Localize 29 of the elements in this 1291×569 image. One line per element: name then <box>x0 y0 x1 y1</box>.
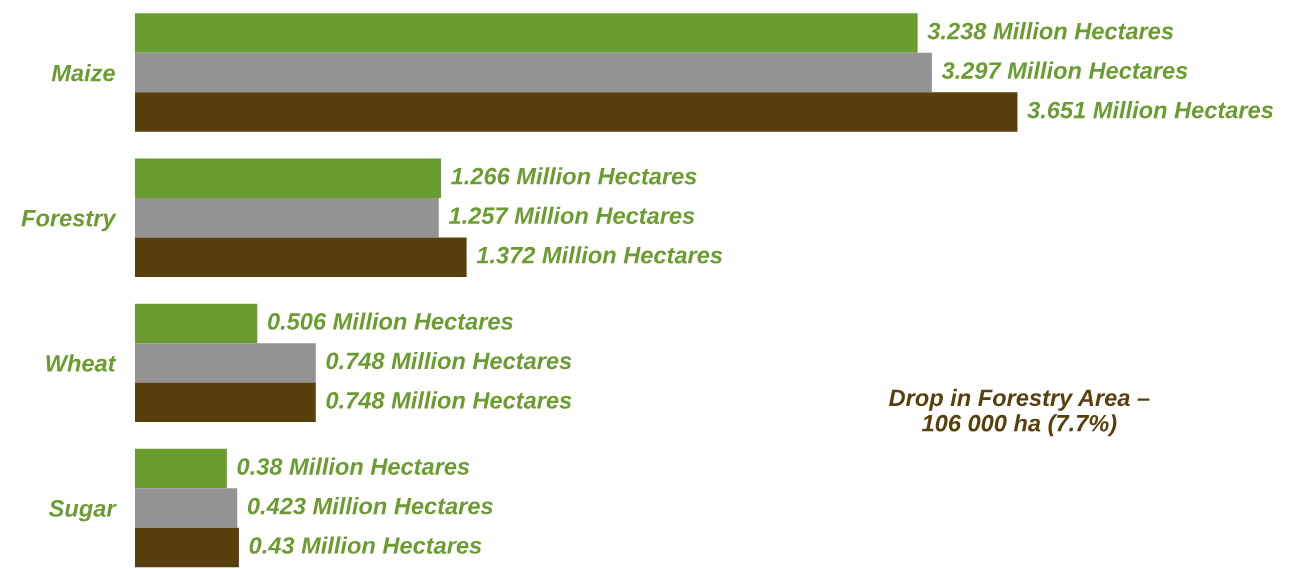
bar <box>135 343 316 383</box>
data-label: 0.748 Million Hectares <box>326 351 572 370</box>
bar <box>135 237 467 277</box>
data-label: 1.372 Million Hectares <box>476 246 723 264</box>
y-tick-label: Maize <box>51 64 115 82</box>
bar <box>135 158 441 198</box>
bar <box>135 382 316 423</box>
y-tick-label: Forestry <box>21 210 117 232</box>
bar <box>135 527 239 568</box>
data-label: 3.297 Million Hectares <box>941 61 1188 79</box>
y-tick-label: Wheat <box>46 354 117 372</box>
bar <box>135 92 1018 132</box>
data-label: 0.748 Million Hectares <box>326 391 572 409</box>
data-label: 0.38 Million Hectares <box>237 457 470 475</box>
data-label: 0.423 Million Hectares <box>247 497 493 515</box>
bar <box>135 52 932 93</box>
data-label: 0.43 Million Hectares <box>249 536 482 554</box>
data-label: 1.266 Million Hectares <box>451 167 697 185</box>
data-label: 0.506 Million Hectares <box>267 312 513 330</box>
y-tick-label: Sugar <box>48 500 117 522</box>
bar <box>135 448 227 489</box>
annotation: Drop in Forestry Area – 106 000 ha (7.7%) <box>889 388 1150 437</box>
data-label: 1.257 Million Hectares <box>448 206 695 225</box>
bar <box>135 488 238 528</box>
bar <box>135 303 258 344</box>
data-label: 3.651 Million Hectares <box>1027 101 1274 119</box>
bar <box>135 13 918 53</box>
data-label: 3.238 Million Hectares <box>927 22 1174 40</box>
bar <box>135 197 439 238</box>
